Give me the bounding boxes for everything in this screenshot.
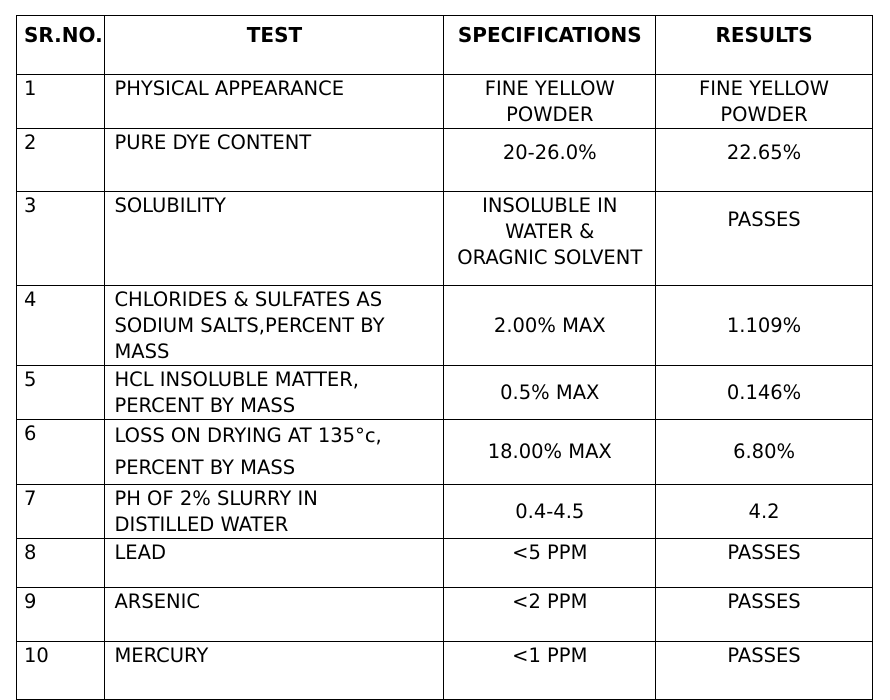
result-cell: PASSES (655, 538, 873, 588)
specification-cell-line: 20-26.0% (502, 141, 597, 164)
test-cell-line: PERCENT BY MASS (114, 456, 296, 479)
specification-table: SR.NO. TEST SPECIFICATIONS RESULTS 1 PHYS… (15, 15, 873, 700)
result-cell-line: PASSES (727, 541, 801, 564)
sr-no-cell: 1 (15, 74, 106, 129)
result-cell-line: 6.80% (733, 440, 796, 463)
specification-cell-line: <5 PPM (512, 541, 588, 564)
result-cell: PASSES (655, 641, 873, 700)
test-cell-line: DISTILLED WATER (114, 513, 289, 536)
specification-cell-line: WATER & (505, 220, 595, 243)
specification-cell: INSOLUBLE IN WATER & ORAGNIC SOLVENT (443, 191, 657, 286)
test-cell: SOLUBILITY (104, 191, 445, 286)
specification-cell-line: 18.00% MAX (487, 440, 612, 463)
table-row: 8 LEAD <5 PPM PASSES (15, 538, 873, 588)
specification-cell: 18.00% MAX (443, 419, 657, 485)
specification-cell: <5 PPM (443, 538, 657, 588)
test-cell-line: PHYSICAL APPEARANCE (114, 77, 345, 100)
table-row: 7 PH OF 2% SLURRY IN DISTILLED WATER 0.4-4.… (15, 484, 873, 539)
specification-cell: <1 PPM (443, 641, 657, 700)
specification-cell: 20-26.0% (443, 128, 657, 192)
sr-no-cell: 4 (15, 285, 106, 366)
test-cell: CHLORIDES & SULFATES AS SODIUM SALTS,PERC… (104, 285, 445, 366)
specification-cell: 0.5% MAX (443, 365, 657, 420)
result-cell-line: POWDER (720, 103, 808, 126)
specification-cell: <2 PPM (443, 587, 657, 642)
specification-cell-line: POWDER (506, 103, 594, 126)
test-cell-line: MERCURY (114, 644, 209, 667)
test-cell-line: SOLUBILITY (114, 194, 226, 217)
result-cell: FINE YELLOW POWDER (655, 74, 873, 129)
test-cell: HCL INSOLUBLE MATTER, PERCENT BY MASS (104, 365, 445, 420)
specification-cell-line: ORAGNIC SOLVENT (457, 246, 643, 269)
specification-cell: 2.00% MAX (443, 285, 657, 366)
table-row: 9 ARSENIC <2 PPM PASSES (15, 587, 873, 642)
header-test: TEST (104, 15, 445, 75)
specification-cell: FINE YELLOW POWDER (443, 74, 657, 129)
sr-no-cell: 6 (15, 419, 106, 485)
header-specifications: SPECIFICATIONS (443, 15, 657, 75)
result-cell: PASSES (655, 587, 873, 642)
test-cell-line: MASS (114, 340, 170, 363)
specification-cell-line: 0.5% MAX (500, 380, 600, 404)
table-row: 2 PURE DYE CONTENT 20-26.0% 22.65% (15, 128, 873, 192)
test-cell: PHYSICAL APPEARANCE (104, 74, 445, 129)
specification-cell: 0.4-4.5 (443, 484, 657, 539)
test-cell: ARSENIC (104, 587, 445, 642)
header-results: RESULTS (655, 15, 873, 75)
header-sr-no: SR.NO. (15, 15, 106, 75)
sr-no-cell: 7 (15, 484, 106, 539)
result-cell-line: 4.2 (748, 499, 780, 523)
table-body: 1 PHYSICAL APPEARANCE FINE YELLOW POWDER FIN… (15, 74, 873, 700)
table-row: 6 LOSS ON DRYING AT 135°c, PERCENT BY MASS… (15, 419, 873, 485)
result-cell-line: FINE YELLOW (699, 77, 830, 100)
result-cell: 0.146% (655, 365, 873, 420)
table-row: 3 SOLUBILITY INSOLUBLE IN WATER & ORAGNIC SO… (15, 191, 873, 286)
result-cell-line: PASSES (727, 644, 801, 667)
result-cell-line: 0.146% (726, 380, 802, 404)
test-cell-line: ARSENIC (114, 590, 200, 613)
test-cell: MERCURY (104, 641, 445, 700)
specification-cell-line: INSOLUBLE IN (482, 194, 618, 217)
test-cell: LOSS ON DRYING AT 135°c, PERCENT BY MASS (104, 419, 445, 485)
test-cell-line: SODIUM SALTS,PERCENT BY (114, 314, 385, 337)
sr-no-cell: 5 (15, 365, 106, 420)
sr-no-cell: 10 (15, 641, 106, 700)
test-cell-line: LOSS ON DRYING AT 135°c, (114, 424, 382, 447)
test-cell-line: CHLORIDES & SULFATES AS (114, 288, 383, 311)
test-cell-line: PERCENT BY MASS (114, 394, 296, 417)
test-cell-line: PURE DYE CONTENT (114, 131, 312, 154)
test-cell-line: PH OF 2% SLURRY IN (114, 487, 318, 510)
specification-cell-line: <1 PPM (512, 644, 588, 667)
test-cell-line: HCL INSOLUBLE MATTER, (114, 368, 359, 391)
table-row: 10 MERCURY <1 PPM PASSES (15, 641, 873, 700)
result-cell: 1.109% (655, 285, 873, 366)
result-cell-line: PASSES (727, 208, 801, 231)
specification-cell-line: FINE YELLOW (484, 77, 615, 100)
test-cell: PURE DYE CONTENT (104, 128, 445, 192)
result-cell-line: 1.109% (726, 313, 802, 337)
sr-no-cell: 2 (15, 128, 106, 192)
table-row: 4 CHLORIDES & SULFATES AS SODIUM SALTS,PER… (15, 285, 873, 366)
sr-no-cell: 3 (15, 191, 106, 286)
specification-cell-line: 2.00% MAX (493, 313, 606, 337)
specification-cell-line: <2 PPM (512, 590, 588, 613)
table-row: 5 HCL INSOLUBLE MATTER, PERCENT BY MASS 0.5… (15, 365, 873, 420)
table-row: 1 PHYSICAL APPEARANCE FINE YELLOW POWDER FIN… (15, 74, 873, 129)
result-cell: 4.2 (655, 484, 873, 539)
test-cell-line: LEAD (114, 541, 166, 564)
sr-no-cell: 9 (15, 587, 106, 642)
test-cell: LEAD (104, 538, 445, 588)
specification-cell-line: 0.4-4.5 (515, 499, 585, 523)
result-cell: PASSES (655, 191, 873, 286)
result-cell-line: PASSES (727, 590, 801, 613)
result-cell-line: 22.65% (726, 141, 802, 164)
result-cell: 22.65% (655, 128, 873, 192)
result-cell: 6.80% (655, 419, 873, 485)
test-cell: PH OF 2% SLURRY IN DISTILLED WATER (104, 484, 445, 539)
sr-no-cell: 8 (15, 538, 106, 588)
header-row: SR.NO. TEST SPECIFICATIONS RESULTS (15, 15, 873, 75)
